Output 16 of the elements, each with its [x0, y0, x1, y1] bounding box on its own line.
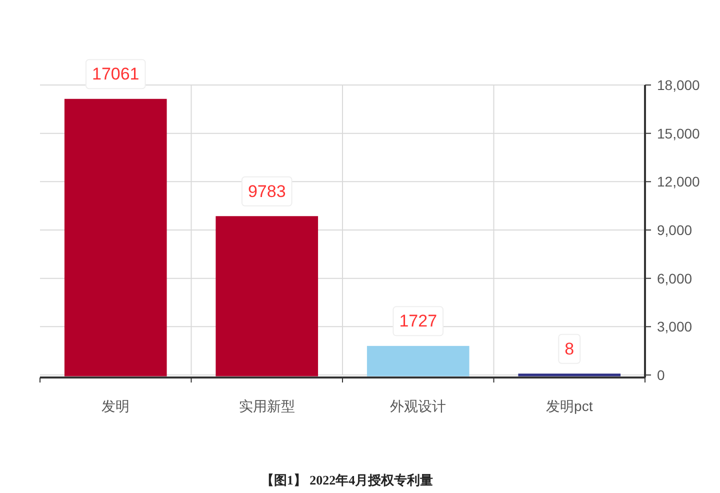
- data-label: 8: [564, 339, 574, 358]
- x-tick-label: 发明: [102, 398, 130, 414]
- data-label: 9783: [248, 182, 286, 201]
- x-tick-label: 发明pct: [546, 398, 593, 414]
- x-tick-label: 实用新型: [238, 398, 295, 414]
- y-tick-label: 0: [657, 367, 665, 383]
- y-tick-label: 12,000: [657, 174, 700, 190]
- data-label: 17061: [92, 64, 140, 84]
- caption: 【图1】 2022年4月授权专利量: [260, 472, 434, 488]
- y-tick-label: 6,000: [657, 270, 692, 286]
- y-tick-label: 9,000: [657, 222, 692, 238]
- data-label: 1727: [399, 312, 438, 331]
- x-tick-label: 外观设计: [390, 398, 446, 414]
- y-tick-label: 15,000: [657, 125, 700, 142]
- y-tick-label: 3,000: [657, 318, 692, 335]
- y-tick-label: 18,000: [657, 77, 700, 93]
